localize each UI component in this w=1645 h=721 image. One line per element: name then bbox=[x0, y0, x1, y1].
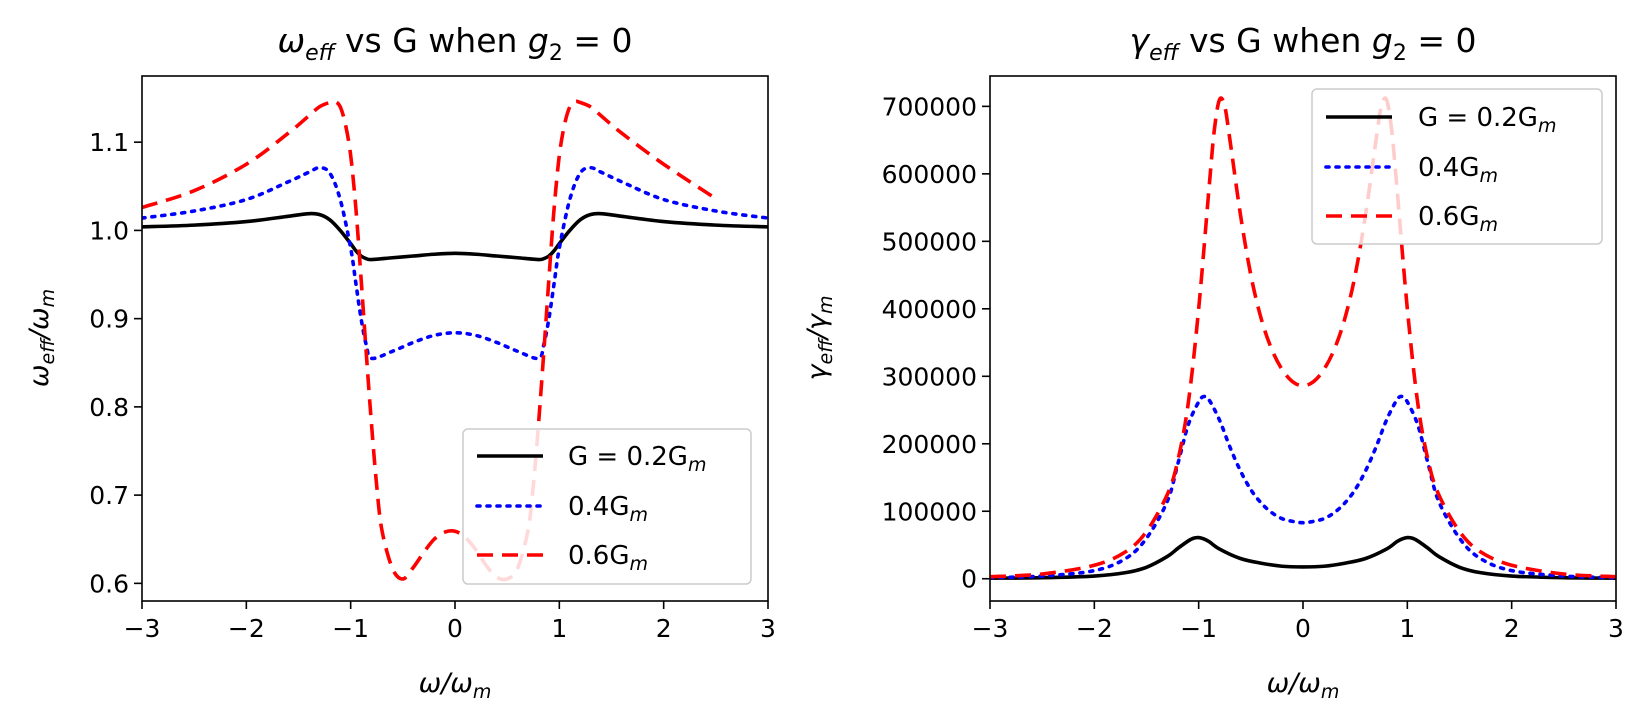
chart-title: ωeff vs G when g2 = 0 bbox=[277, 21, 632, 66]
x-tick-label: 0 bbox=[1295, 614, 1311, 643]
x-tick-label: −1 bbox=[1180, 614, 1217, 643]
x-tick-label: 3 bbox=[1608, 614, 1624, 643]
series-line-g06 bbox=[990, 96, 1616, 579]
y-axis-label: ωeff/ωm bbox=[24, 289, 59, 387]
series-line-g04 bbox=[990, 394, 1616, 580]
chart-omega-eff: ωeff vs G when g2 = 0 −3 −2 −1 0 1 2 3 0… bbox=[24, 21, 776, 703]
y-tick: 0.6 bbox=[89, 569, 142, 598]
y-tick-label: 100000 bbox=[882, 497, 977, 526]
y-tick: 100000 bbox=[882, 497, 990, 526]
y-tick: 0.9 bbox=[89, 305, 142, 334]
plot-lines bbox=[990, 96, 1616, 580]
chart-gamma-eff: γeff vs G when g2 = 0 −3 −2 −1 0 1 2 3 0… bbox=[802, 21, 1624, 703]
x-axis-label: ω/ωm bbox=[1267, 668, 1340, 703]
x-tick: 0 bbox=[1295, 601, 1311, 643]
x-tick: 2 bbox=[1504, 601, 1520, 643]
y-tick-label: 0.8 bbox=[89, 393, 129, 422]
x-tick: 3 bbox=[1608, 601, 1624, 643]
legend-label: 0.4Gm bbox=[568, 492, 648, 526]
y-axis-label: γeff/γm bbox=[802, 296, 837, 381]
x-tick: 0 bbox=[447, 601, 463, 643]
legend-label: 0.4Gm bbox=[1418, 153, 1498, 187]
x-tick-label: 2 bbox=[656, 614, 672, 643]
y-tick-label: 600000 bbox=[882, 160, 977, 189]
y-axis: 0 100000 200000 300000 400000 500000 600… bbox=[882, 92, 990, 594]
series-line-g04 bbox=[142, 165, 768, 361]
y-axis: 0.6 0.7 0.8 0.9 1.0 1.1 bbox=[89, 128, 142, 598]
y-tick: 300000 bbox=[882, 362, 990, 391]
y-tick-label: 0.9 bbox=[89, 305, 129, 334]
legend-box bbox=[462, 428, 752, 585]
x-tick-label: −3 bbox=[124, 614, 161, 643]
x-tick-label: −2 bbox=[1076, 614, 1113, 643]
y-tick-label: 0.6 bbox=[89, 569, 129, 598]
x-axis: −3 −2 −1 0 1 2 3 bbox=[124, 601, 776, 643]
y-tick-label: 0 bbox=[961, 565, 977, 594]
x-tick-label: 2 bbox=[1504, 614, 1520, 643]
x-tick: 2 bbox=[656, 601, 672, 643]
x-tick: −3 bbox=[124, 601, 161, 643]
y-tick: 0 bbox=[961, 565, 990, 594]
legend-label: G = 0.2Gm bbox=[568, 442, 706, 476]
x-tick-label: 3 bbox=[760, 614, 776, 643]
legend: G = 0.2Gm 0.4Gm 0.6Gm bbox=[462, 428, 752, 585]
x-tick: 1 bbox=[551, 601, 567, 643]
x-tick: −3 bbox=[972, 601, 1009, 643]
legend: G = 0.2Gm 0.4Gm 0.6Gm bbox=[1311, 88, 1603, 245]
legend-label: 0.6Gm bbox=[1418, 202, 1498, 236]
y-tick: 1.1 bbox=[89, 128, 142, 157]
x-tick: 3 bbox=[760, 601, 776, 643]
y-tick-label: 400000 bbox=[882, 295, 977, 324]
x-tick-label: −2 bbox=[228, 614, 265, 643]
x-axis: −3 −2 −1 0 1 2 3 bbox=[972, 601, 1624, 643]
y-tick: 400000 bbox=[882, 295, 990, 324]
y-tick: 700000 bbox=[882, 92, 990, 121]
x-tick: −1 bbox=[1180, 601, 1217, 643]
x-tick-label: 0 bbox=[447, 614, 463, 643]
y-tick-label: 300000 bbox=[882, 362, 977, 391]
y-tick: 0.7 bbox=[89, 481, 142, 510]
x-tick: −1 bbox=[332, 601, 369, 643]
x-tick: −2 bbox=[228, 601, 265, 643]
y-tick: 1.0 bbox=[89, 216, 142, 245]
x-tick-label: 1 bbox=[551, 614, 567, 643]
series-line-g02 bbox=[142, 211, 768, 262]
y-tick-label: 0.7 bbox=[89, 481, 129, 510]
series-line-g06 bbox=[142, 99, 717, 582]
legend-label: 0.6Gm bbox=[568, 541, 648, 575]
y-tick-label: 1.0 bbox=[89, 216, 129, 245]
y-tick: 600000 bbox=[882, 160, 990, 189]
x-tick-label: −1 bbox=[332, 614, 369, 643]
y-tick-label: 200000 bbox=[882, 430, 977, 459]
plot-lines bbox=[142, 99, 768, 582]
y-tick-label: 700000 bbox=[882, 92, 977, 121]
y-tick-label: 500000 bbox=[882, 227, 977, 256]
legend-box bbox=[1311, 88, 1603, 245]
x-tick: 1 bbox=[1399, 601, 1415, 643]
y-tick: 200000 bbox=[882, 430, 990, 459]
legend-label: G = 0.2Gm bbox=[1418, 103, 1556, 137]
series-line-g02 bbox=[990, 535, 1616, 580]
y-tick: 500000 bbox=[882, 227, 990, 256]
x-tick-label: −3 bbox=[972, 614, 1009, 643]
chart-title: γeff vs G when g2 = 0 bbox=[1130, 21, 1477, 66]
x-tick: −2 bbox=[1076, 601, 1113, 643]
x-axis-label: ω/ωm bbox=[419, 668, 492, 703]
y-tick-label: 1.1 bbox=[89, 128, 129, 157]
x-tick-label: 1 bbox=[1399, 614, 1415, 643]
y-tick: 0.8 bbox=[89, 393, 142, 422]
